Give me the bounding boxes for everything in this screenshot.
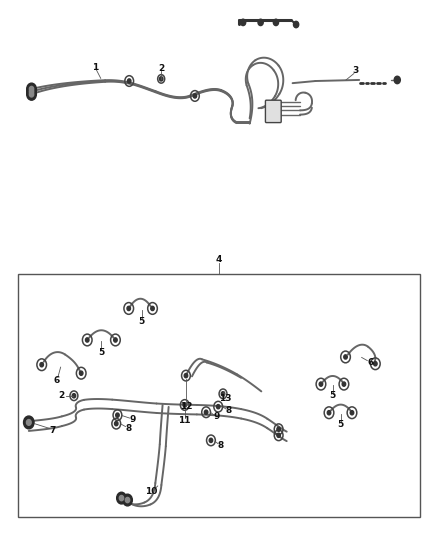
Text: 2: 2 [59,391,65,400]
Circle shape [342,382,346,386]
Text: 13: 13 [219,394,232,402]
Circle shape [277,433,280,438]
Bar [18,274,420,517]
Text: 5: 5 [329,391,336,400]
Circle shape [117,492,126,504]
Text: 6: 6 [53,376,60,385]
Circle shape [29,86,34,92]
Circle shape [184,374,188,378]
Circle shape [125,497,130,503]
Circle shape [114,338,117,342]
Circle shape [40,362,43,367]
Circle shape [114,422,118,426]
Circle shape [27,88,36,100]
Circle shape [72,393,76,398]
FancyBboxPatch shape [265,100,281,123]
Circle shape [29,89,34,94]
Circle shape [127,79,131,83]
Text: 5: 5 [138,317,145,326]
Text: 3: 3 [353,67,359,75]
Text: 2: 2 [158,64,164,72]
Circle shape [374,361,377,366]
Text: 7: 7 [50,426,56,435]
Circle shape [273,19,279,26]
Circle shape [293,21,299,28]
Circle shape [85,338,89,342]
Circle shape [240,19,246,26]
Circle shape [344,355,347,359]
Text: 12: 12 [180,402,192,411]
Circle shape [159,77,163,81]
Circle shape [221,392,225,396]
Circle shape [116,413,119,417]
Circle shape [319,382,323,386]
Circle shape [27,83,36,95]
Circle shape [79,371,83,375]
Text: 10: 10 [145,487,158,496]
Circle shape [394,76,400,84]
Text: 5: 5 [338,420,344,429]
Circle shape [151,306,154,311]
Text: 8: 8 [125,424,131,432]
Circle shape [216,405,220,409]
Text: 9: 9 [213,412,220,421]
Circle shape [24,416,34,429]
Circle shape [193,94,197,98]
Text: 6: 6 [367,358,374,367]
Circle shape [26,419,31,425]
Circle shape [119,496,124,500]
Circle shape [209,438,213,442]
Circle shape [27,86,36,98]
Text: 4: 4 [216,255,222,263]
Circle shape [277,427,280,431]
Circle shape [127,306,131,311]
Text: 9: 9 [129,415,135,424]
Circle shape [205,410,208,414]
Circle shape [258,19,263,26]
Text: 8: 8 [226,406,232,415]
Text: 8: 8 [218,441,224,450]
Circle shape [123,494,132,506]
Circle shape [350,410,354,415]
Circle shape [29,92,34,97]
Text: 5: 5 [98,348,104,357]
Text: 11: 11 [179,416,191,424]
Text: 1: 1 [92,63,99,72]
Circle shape [183,403,187,407]
Circle shape [327,410,331,415]
